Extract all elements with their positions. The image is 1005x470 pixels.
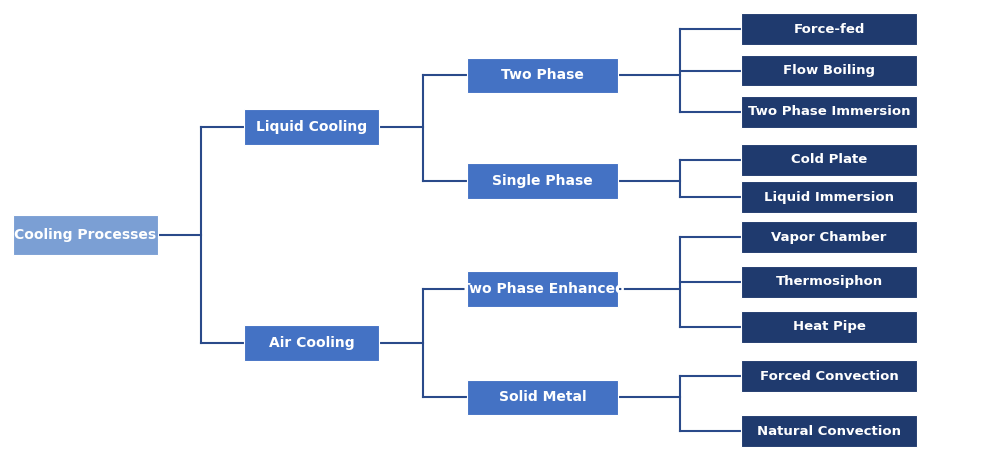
FancyBboxPatch shape (741, 55, 917, 86)
Text: Two Phase Enhanced: Two Phase Enhanced (460, 282, 625, 296)
FancyBboxPatch shape (741, 181, 917, 213)
Text: Liquid Immersion: Liquid Immersion (764, 191, 894, 204)
FancyBboxPatch shape (244, 325, 380, 361)
Text: Force-fed: Force-fed (793, 23, 865, 36)
Text: Flow Boiling: Flow Boiling (783, 64, 875, 77)
Text: Single Phase: Single Phase (492, 174, 593, 188)
FancyBboxPatch shape (741, 266, 917, 298)
FancyBboxPatch shape (741, 360, 917, 392)
Text: Air Cooling: Air Cooling (268, 336, 355, 350)
Text: Forced Convection: Forced Convection (760, 369, 898, 383)
FancyBboxPatch shape (467, 271, 618, 306)
FancyBboxPatch shape (741, 311, 917, 343)
Text: Two Phase Immersion: Two Phase Immersion (748, 105, 911, 118)
FancyBboxPatch shape (244, 109, 380, 145)
FancyBboxPatch shape (741, 415, 917, 447)
Text: Liquid Cooling: Liquid Cooling (256, 120, 367, 134)
Text: Vapor Chamber: Vapor Chamber (772, 231, 886, 244)
Text: Natural Convection: Natural Convection (757, 425, 901, 438)
Text: Thermosiphon: Thermosiphon (776, 275, 882, 289)
Text: Two Phase: Two Phase (501, 68, 584, 82)
Text: Cold Plate: Cold Plate (791, 153, 867, 166)
FancyBboxPatch shape (741, 13, 917, 45)
FancyBboxPatch shape (467, 163, 618, 198)
Text: Heat Pipe: Heat Pipe (793, 320, 865, 333)
Text: Cooling Processes: Cooling Processes (14, 228, 157, 242)
FancyBboxPatch shape (741, 221, 917, 253)
Text: Solid Metal: Solid Metal (498, 390, 587, 404)
FancyBboxPatch shape (467, 58, 618, 93)
FancyBboxPatch shape (13, 215, 159, 255)
FancyBboxPatch shape (467, 380, 618, 415)
FancyBboxPatch shape (741, 144, 917, 176)
FancyBboxPatch shape (741, 96, 917, 128)
